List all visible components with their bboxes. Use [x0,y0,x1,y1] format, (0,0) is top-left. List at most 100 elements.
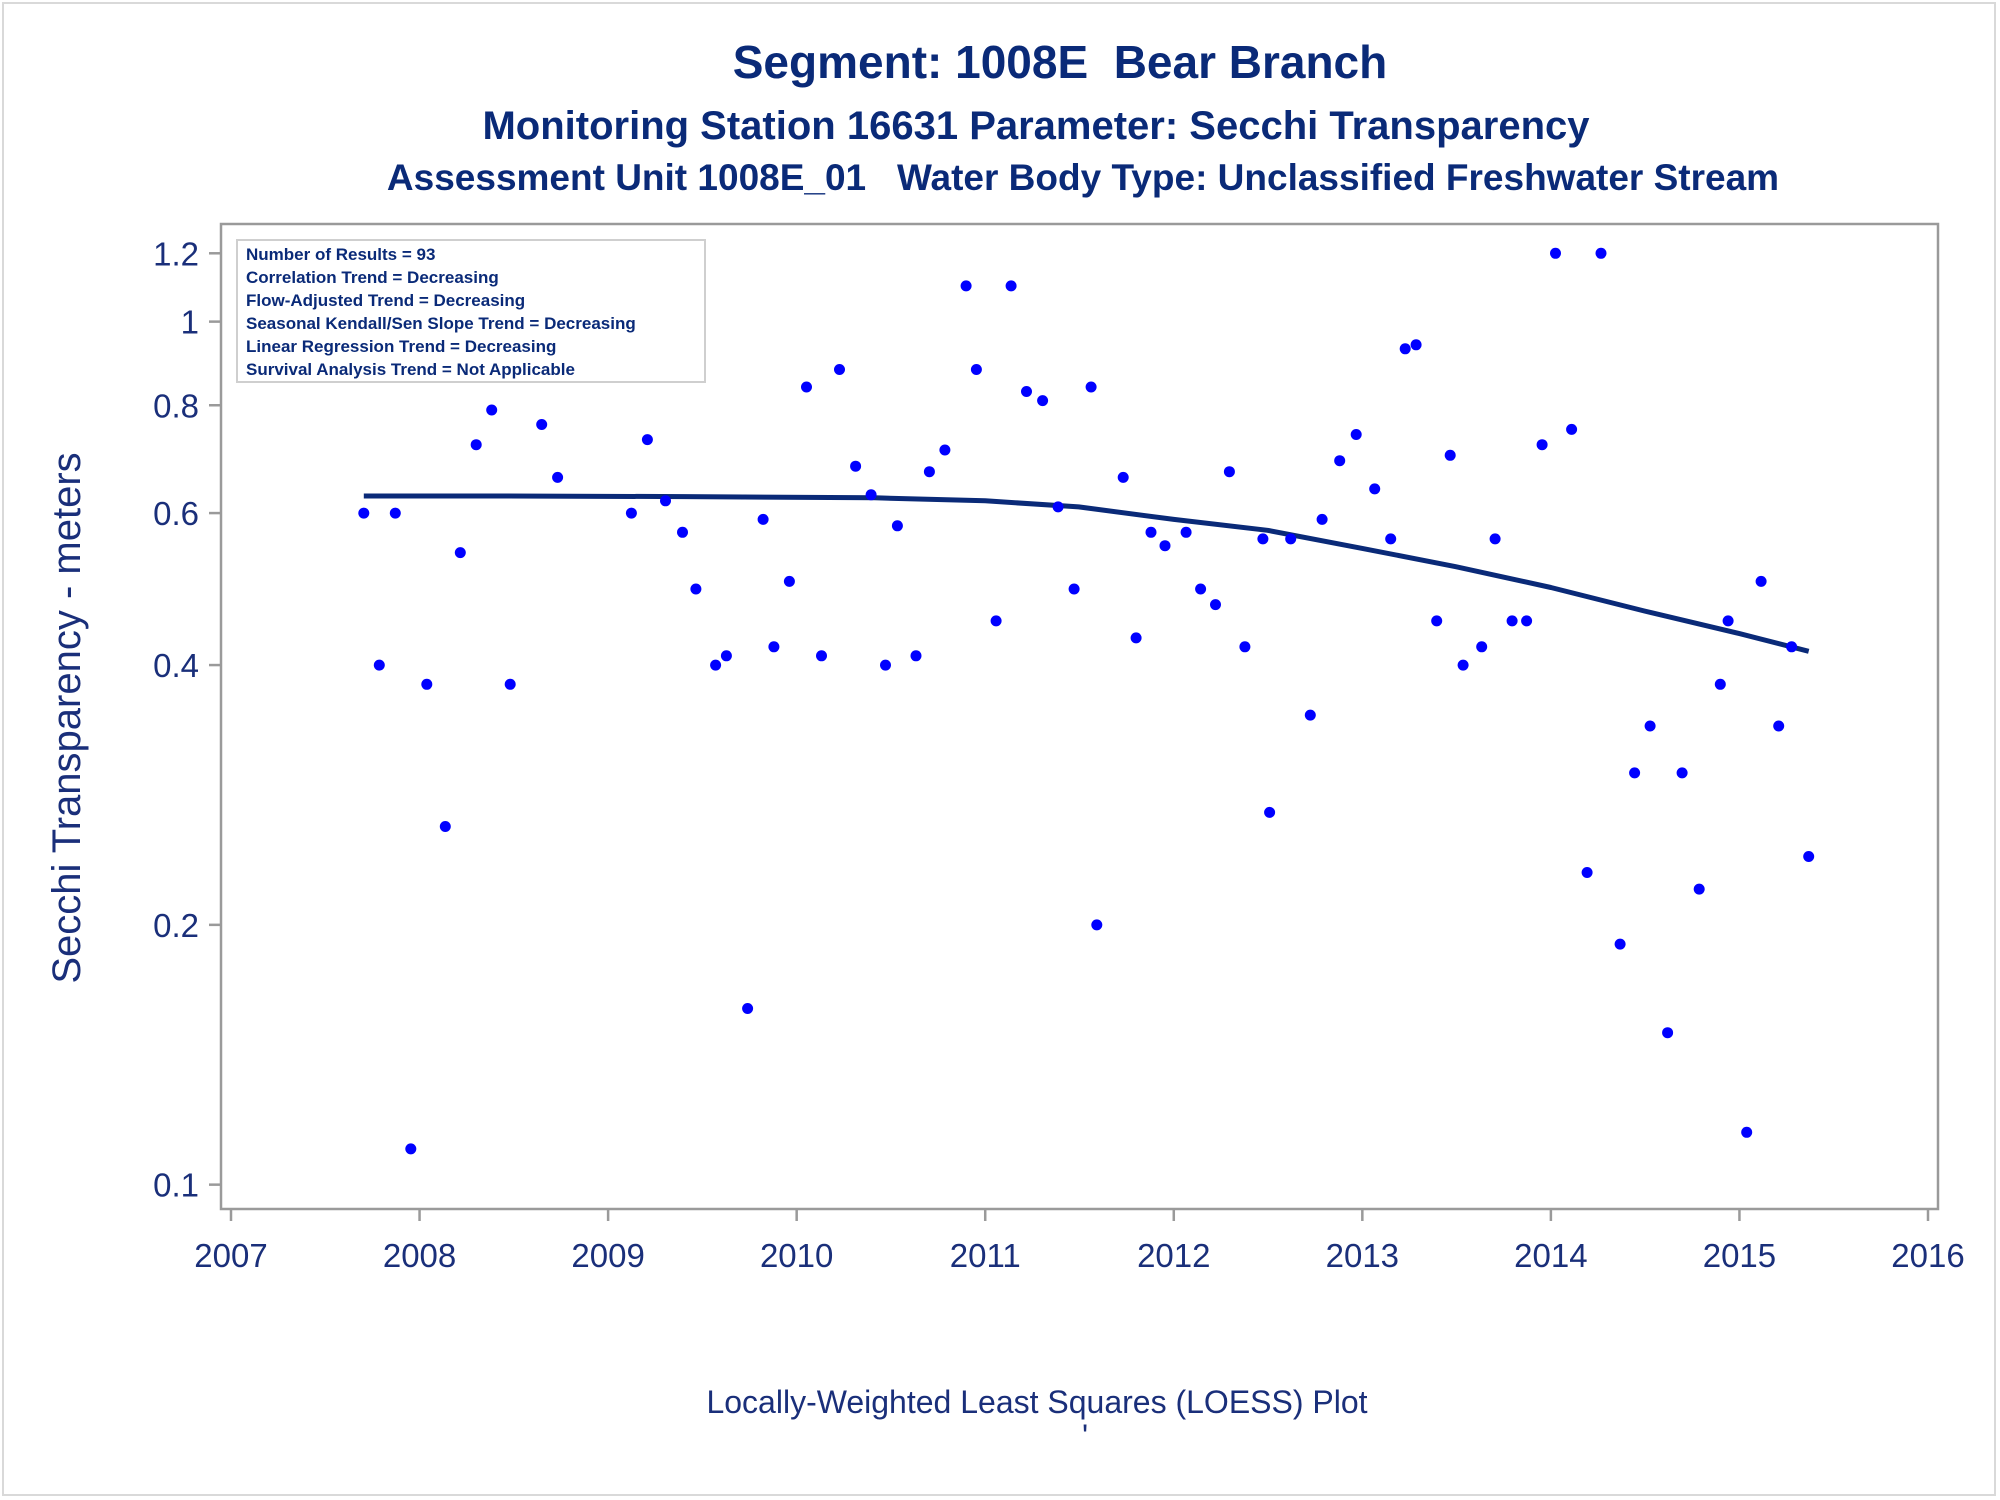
data-point [1195,583,1207,595]
y-tick-label: 1.2 [153,235,199,272]
data-point [1644,720,1656,732]
data-point [834,364,845,375]
data-point [1629,767,1641,779]
data-point [1037,395,1049,407]
series-layer [358,247,1815,1155]
data-point [625,507,637,519]
x-tick-label: 2011 [950,1237,1021,1274]
data-point [1722,615,1734,627]
data-point [1117,471,1129,483]
data-point [960,280,972,292]
x-tick-label: 2009 [571,1237,644,1274]
stats-line: Correlation Trend = Decreasing [246,268,499,287]
stats-box-frame [236,239,706,383]
data-point [552,471,564,483]
data-point [641,434,653,446]
data-point [358,507,370,519]
data-point [880,659,891,671]
data-point [816,650,827,662]
data-point [1350,429,1362,440]
data-point [850,460,862,472]
data-point [1223,466,1235,478]
data-point [1239,641,1251,653]
data-point [1662,1027,1674,1039]
data-point [990,615,1002,627]
data-point [1566,423,1578,435]
data-point [1614,938,1626,950]
data-point [677,526,688,538]
data-point [1489,533,1501,545]
data-point [1521,615,1533,627]
data-point [1052,501,1064,513]
data-point [1676,767,1688,779]
data-point [1285,533,1297,545]
data-point [1068,583,1080,595]
data-point [1369,483,1381,495]
x-axis: 2007 2008 2009 2010 2011 2012 2013 2014 2015 2016 [194,1209,1965,1274]
data-point [910,650,922,662]
data-point [1786,641,1798,653]
x-tick-label: 2012 [1137,1237,1210,1274]
data-point [1304,709,1316,721]
data-point [1334,455,1346,467]
data-point [1316,513,1328,525]
data-point [373,659,385,671]
data-point [1431,615,1443,627]
data-point [1581,867,1593,878]
data-point [1091,919,1103,931]
data-point [1457,659,1469,671]
data-point [1410,339,1422,351]
data-point [470,439,482,451]
data-point [486,404,498,416]
data-point [389,507,401,519]
data-point [1550,247,1561,259]
footnote-mark: ' [1082,1418,1088,1454]
data-point [421,678,433,690]
chart-title: Segment: 1008E Bear Branch [733,36,1388,88]
data-point [439,821,451,832]
x-tick-label: 2010 [760,1237,833,1274]
data-point [660,495,671,507]
data-point [690,583,702,595]
data-point [757,513,769,525]
data-point [720,650,732,662]
data-point [939,444,951,456]
data-point [1741,1126,1753,1138]
data-point [891,520,903,532]
data-point [1130,632,1142,644]
y-tick-label: 0.2 [153,907,199,944]
data-point [742,1003,754,1014]
data-point [1476,641,1488,653]
y-tick-label: 0.4 [153,647,199,684]
data-point [536,419,548,430]
data-point [783,575,795,587]
stats-line: Flow-Adjusted Trend = Decreasing [246,291,525,310]
chart-subtitle-2: Assessment Unit 1008E_01 Water Body Type… [387,157,1779,198]
data-point [1399,343,1411,355]
data-point [1803,851,1815,862]
data-point [1264,806,1276,818]
data-point [504,678,516,690]
y-tick-label: 0.6 [153,495,199,532]
x-tick-label: 2016 [1891,1237,1964,1274]
data-point [1595,247,1607,259]
data-point [454,547,466,559]
data-point [1693,883,1705,895]
data-point [405,1143,417,1155]
data-point [1005,280,1017,292]
data-point [1506,615,1518,627]
data-point [1773,720,1785,732]
stats-box: Number of Results = 93 Correlation Trend… [236,239,706,383]
data-point [1755,575,1767,587]
x-tick-label: 2015 [1703,1237,1776,1274]
x-tick-label: 2008 [383,1237,456,1274]
data-point [1385,533,1397,545]
y-axis-label: Secchi Transparency - meters [45,452,89,983]
stats-line: Seasonal Kendall/Sen Slope Trend = Decre… [246,314,636,333]
data-point [865,489,877,501]
x-tick-label: 2014 [1514,1237,1587,1274]
loess-line [363,493,1810,654]
chart-subtitle: Monitoring Station 16631 Parameter: Secc… [482,104,1590,148]
data-point [1145,526,1157,538]
